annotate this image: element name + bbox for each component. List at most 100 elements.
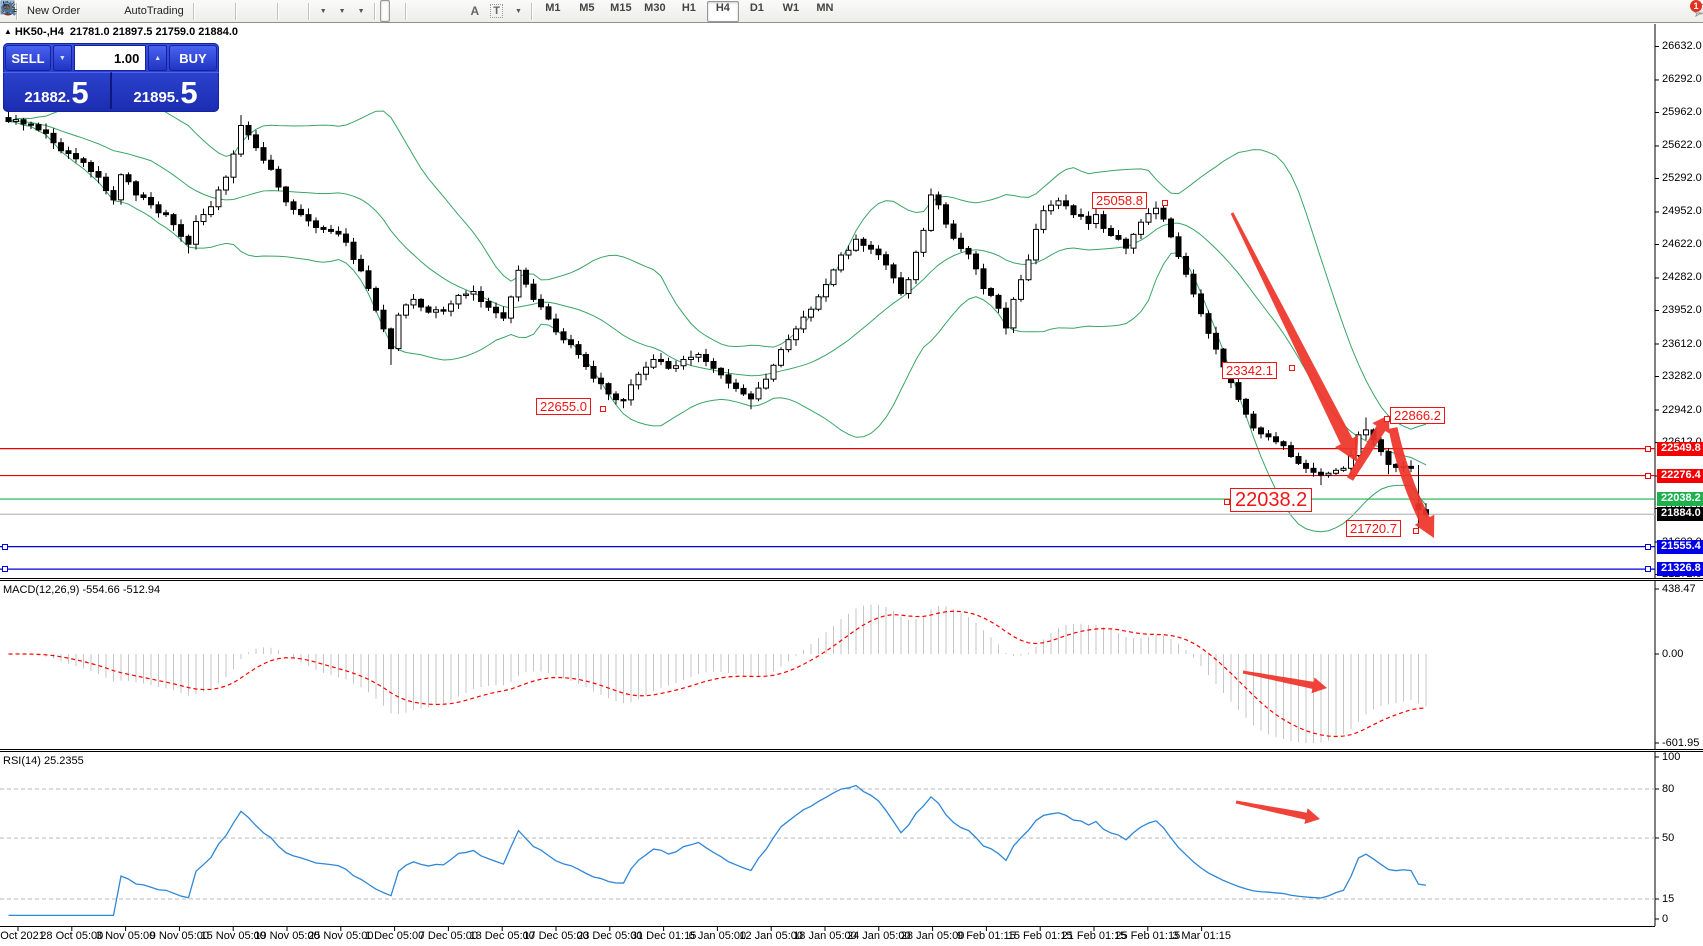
line-handle[interactable] [1645,543,1651,550]
annotation-anchor-handle[interactable] [1413,528,1419,534]
date-tick-label: 31 Dec 01:15 [630,930,697,942]
price-tick-label: 26292.0 [1662,73,1702,86]
price-line-badge-22038.2: 22038.2 [1657,492,1703,507]
timeframe-button-m30[interactable]: M30 [644,1,666,14]
sell-button[interactable]: SELL [5,45,51,71]
dropdown-caret-icon: ▼ [319,7,327,15]
breakdown-arrow[interactable] [1388,427,1435,538]
line-handle[interactable] [1645,445,1651,452]
sell-price-display[interactable]: 21882. 5 [3,72,112,109]
price-annotation-label[interactable]: 22038.2 [1230,488,1313,512]
date-axis-border [0,926,1655,927]
candle-body [1100,214,1107,229]
candle-body [1070,205,1077,216]
price-annotation-label[interactable]: 23342.1 [1222,362,1277,379]
candle-body [238,124,244,155]
macd-tick-label: -601.95 [1662,736,1700,749]
line-handle[interactable] [2,543,8,550]
candle-body [620,399,627,402]
toolbar-separator [530,2,533,20]
candle-body [523,269,529,285]
dropdown-caret-icon: ▼ [357,7,365,15]
timeframe-button-w1[interactable]: W1 [782,1,800,14]
candle-body [1310,467,1317,473]
text-tool-button[interactable]: A [466,0,485,22]
timeframe-button-d1[interactable]: D1 [749,1,764,14]
notifications-button[interactable]: 1 [1690,0,1703,22]
price-line-badge-22276.4: 22276.4 [1657,468,1703,483]
timeframe-button-m5[interactable]: M5 [579,1,595,14]
date-tick-label: 9 Nov 05:00 [149,930,210,942]
candle-body [1063,200,1069,207]
candle-body [553,318,559,333]
candle-body [590,366,597,379]
date-tick-label: 6 Jan 05:00 [688,930,747,942]
candle-body [200,214,207,223]
annotation-anchor-handle[interactable] [1384,416,1390,422]
buy-price-display[interactable]: 21895. 5 [112,72,219,109]
candle-body [388,328,394,350]
candle-body [253,134,259,149]
timeframe-button-h1[interactable]: H1 [681,1,696,14]
bounce-arrow[interactable] [1347,415,1390,481]
candle-body [440,309,447,312]
candle-body [260,147,267,161]
price-tick-label: 26632.0 [1662,39,1702,52]
volume-decrease-button[interactable]: ▼ [53,45,72,71]
candle-body [1288,445,1294,458]
candle-body [718,367,724,376]
new-order-label: New Order [27,5,81,17]
candle-body [1198,293,1204,315]
timeframe-button-m15[interactable]: M15 [610,1,632,14]
candle-body [43,129,49,134]
search-button[interactable] [1,0,1690,22]
price-annotation-label[interactable]: 22866.2 [1390,407,1445,424]
candle-body [1318,471,1324,476]
candle-body [485,300,492,308]
volume-increase-button[interactable]: ▲ [148,45,167,71]
text-label-tool-button[interactable]: T [485,0,508,22]
toolbar-separator [192,2,195,20]
candle-body [1235,382,1242,400]
timeframe-button-m1[interactable]: M1 [545,1,561,14]
price-tick-label: 23952.0 [1662,304,1702,316]
candle-body [95,170,102,178]
candle-body [125,174,132,183]
timeframe-button-mn[interactable]: MN [816,1,834,14]
candle-body [1040,210,1047,230]
annotation-anchor-handle[interactable] [1224,499,1230,505]
candle-body [493,306,499,314]
candle-body [538,298,544,308]
rsi-tick-label: 80 [1662,782,1675,795]
price-annotation-label[interactable]: 25058.8 [1092,192,1147,209]
annotation-anchor-handle[interactable] [600,406,606,412]
price-annotation-label[interactable]: 22655.0 [536,398,591,415]
candle-body [343,233,349,243]
candle-body [1273,436,1279,443]
line-handle[interactable] [1645,566,1651,573]
toolbar-separator [373,2,376,20]
pane-separator[interactable] [0,578,1703,581]
price-annotation-label[interactable]: 21720.7 [1346,520,1401,537]
candle-body [980,268,987,290]
candle-body [433,309,439,313]
chart-title: ▲ HK50-,H4 21781.0 21897.5 21759.0 21884.0 [4,26,238,38]
downtrend-arrow[interactable] [1230,212,1359,462]
price-tick-label: 23282.0 [1662,370,1702,382]
timeframe-button-h4[interactable]: H4 [706,0,739,22]
buy-price-main: 21895. [133,89,180,106]
macd-momentum-arrow[interactable] [1242,670,1327,694]
line-handle[interactable] [2,566,8,573]
rsi-momentum-arrow[interactable] [1235,800,1320,825]
volume-input[interactable]: 1.00 [73,45,147,71]
candle-body [1378,439,1384,453]
line-handle[interactable] [1645,472,1651,479]
pane-separator[interactable] [0,749,1703,752]
buy-button[interactable]: BUY [169,45,217,71]
annotation-anchor-handle[interactable] [1162,200,1168,206]
annotation-anchor-handle[interactable] [1289,365,1295,371]
rsi-indicator-label: RSI(14) 25.2355 [3,755,84,767]
candle-body [1265,433,1272,438]
date-tick-label: 1 Dec 05:00 [364,930,425,942]
